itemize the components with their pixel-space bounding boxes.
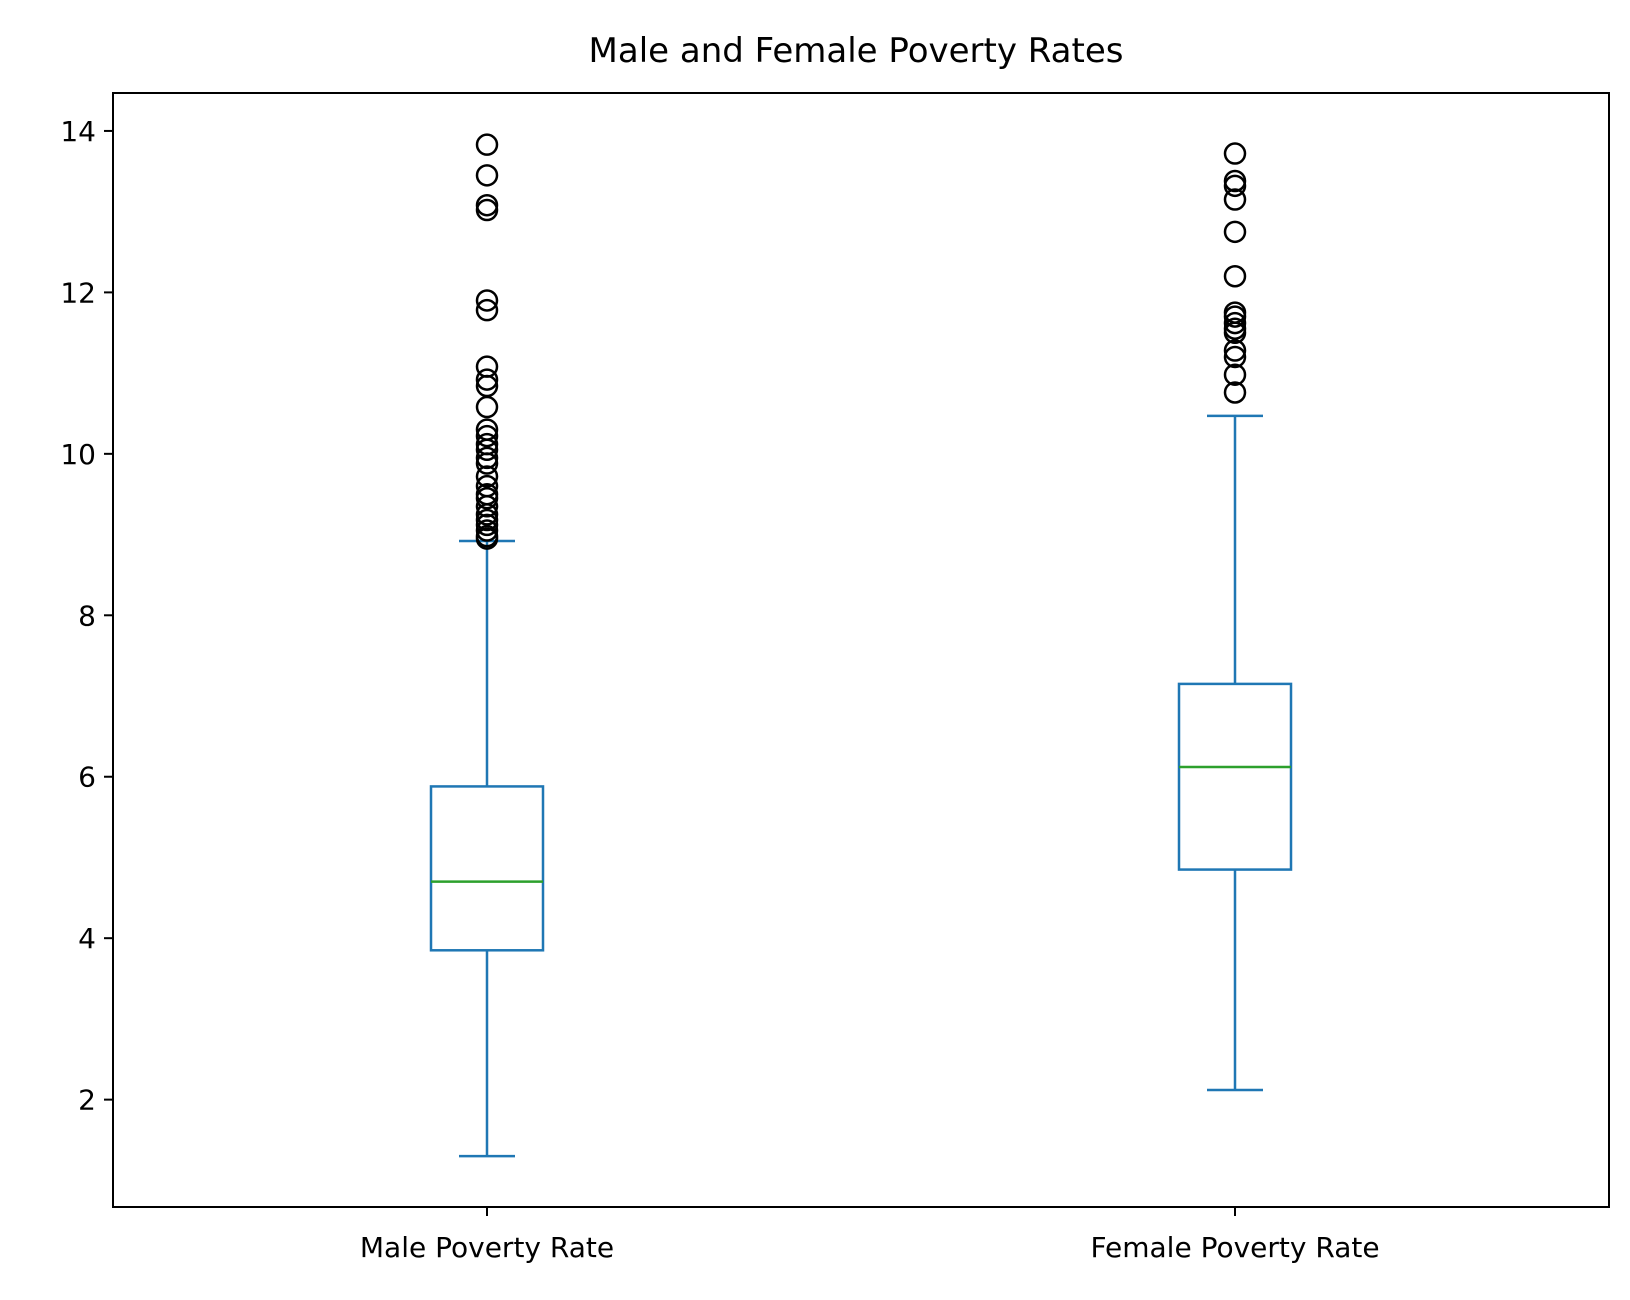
outlier-point	[1223, 363, 1247, 386]
outlier-point	[475, 438, 499, 462]
outlier-point	[1223, 142, 1247, 165]
outlier-point	[475, 519, 499, 542]
outlier-point	[475, 193, 499, 217]
outlier-point	[475, 198, 499, 222]
outlier-point	[475, 133, 499, 156]
plot-area: 2 4 6 8 10 12 14 Male Poverty Rate Female Povert…	[60, 115, 1379, 1264]
y-tick-label: 4	[78, 922, 96, 955]
y-tick-label: 8	[78, 599, 96, 632]
y-tick-label: 6	[78, 761, 96, 794]
outlier-point	[475, 452, 499, 475]
outlier-point	[1223, 339, 1247, 362]
iqr-box	[429, 785, 545, 952]
outlier-point	[1223, 381, 1247, 404]
outlier-point	[475, 527, 499, 550]
outlier-point	[475, 465, 499, 488]
y-tick-label: 10	[60, 438, 96, 471]
outlier-point	[475, 395, 499, 419]
outlier-point	[1223, 321, 1247, 345]
outlier-point	[475, 164, 499, 187]
x-tick-label: Female Poverty Rate	[1090, 1231, 1379, 1264]
outlier-point	[1223, 220, 1247, 244]
outlier-point	[475, 424, 499, 448]
outlier-point	[1223, 264, 1247, 288]
outlier-point	[475, 495, 499, 518]
chart-title: Male and Female Poverty Rates	[589, 31, 1124, 71]
outlier-point	[475, 298, 499, 322]
outlier-point	[1223, 345, 1247, 369]
outlier-point	[475, 446, 499, 470]
axes-frame	[112, 92, 1610, 1208]
outlier-point	[475, 503, 499, 526]
x-tick-label: Male Poverty Rate	[360, 1231, 614, 1264]
outlier-point	[1223, 174, 1247, 198]
outlier-point	[1223, 305, 1247, 328]
y-tick-label: 12	[60, 276, 96, 309]
iqr-box	[1177, 682, 1293, 871]
outlier-point	[1223, 169, 1247, 193]
outlier-point	[475, 513, 499, 537]
outlier-point	[475, 486, 499, 510]
outlier-point	[1223, 311, 1247, 335]
y-tick-label: 14	[60, 115, 96, 148]
outlier-point	[475, 368, 499, 391]
outlier-point	[1223, 188, 1247, 211]
outlier-point	[475, 289, 499, 312]
y-tick-label: 2	[78, 1084, 96, 1117]
